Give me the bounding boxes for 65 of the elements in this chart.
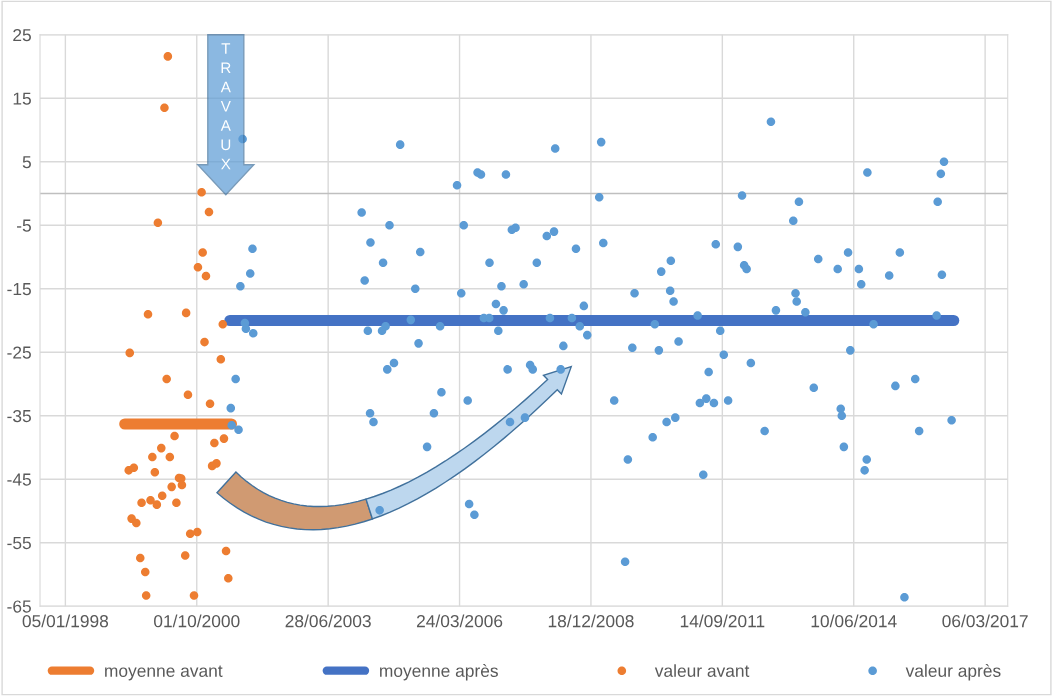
point: [148, 452, 157, 462]
x-tick-label: 28/06/2003: [285, 614, 371, 628]
y-tick-label: 5: [22, 156, 31, 169]
y-tick-label: -15: [7, 283, 31, 296]
point: [177, 480, 187, 490]
y-tick-label: -45: [7, 473, 31, 486]
point: [201, 271, 211, 281]
point: [224, 574, 233, 583]
point: [132, 518, 141, 528]
point: [180, 551, 190, 560]
point: [205, 399, 215, 408]
x-tick-label: 18/12/2008: [548, 614, 634, 628]
point: [152, 500, 162, 509]
x-tick-label: 01/10/2000: [154, 614, 240, 628]
x-tick-label: 14/09/2011: [680, 614, 765, 628]
point: [200, 337, 209, 347]
point: [140, 567, 150, 577]
point: [146, 495, 155, 505]
point: [216, 354, 226, 364]
legend-label: valeur avant: [654, 664, 750, 677]
point: [198, 248, 207, 257]
legend-label: valeur après: [905, 663, 1001, 681]
point: [143, 309, 153, 319]
point: [129, 463, 139, 473]
legend-label: moyenne avant: [105, 665, 223, 681]
point: [197, 187, 206, 197]
point: [160, 103, 169, 113]
point: [218, 320, 228, 329]
point: [163, 52, 173, 61]
y-tick-label: -35: [7, 409, 31, 423]
point: [207, 461, 217, 471]
y-tick-label: 25: [13, 28, 31, 42]
point: [193, 262, 203, 272]
y-tick-label: 15: [13, 92, 31, 105]
x-tick-label: 10/06/2014: [811, 614, 897, 628]
point: [150, 467, 160, 477]
point: [141, 591, 151, 600]
point: [162, 374, 171, 384]
point: [135, 553, 145, 563]
y-tick-label: -25: [7, 346, 31, 359]
point: [181, 308, 191, 318]
point: [193, 527, 202, 537]
point: [170, 431, 179, 441]
point: [219, 434, 229, 443]
legend-label: moyenne après: [380, 663, 498, 681]
point: [204, 207, 214, 217]
x-tick-label: 24/03/2006: [416, 614, 503, 628]
point: [221, 546, 231, 556]
point: [189, 591, 199, 600]
point: [137, 498, 146, 508]
y-tick-label: -55: [7, 537, 31, 550]
point: [165, 452, 175, 462]
point: [157, 443, 166, 453]
x-tick-label: 05/01/1998: [22, 614, 109, 628]
y-tick-label: -65: [7, 600, 31, 613]
x-tick-label: 06/03/2017: [942, 614, 1028, 628]
point: [125, 348, 135, 358]
point: [172, 498, 181, 508]
point: [167, 482, 176, 492]
point: [157, 491, 167, 501]
point: [210, 438, 219, 448]
point: [183, 390, 193, 400]
point: [153, 218, 163, 228]
y-tick-label: -5: [17, 219, 31, 232]
annotation: TRAVAUX: [220, 43, 231, 170]
